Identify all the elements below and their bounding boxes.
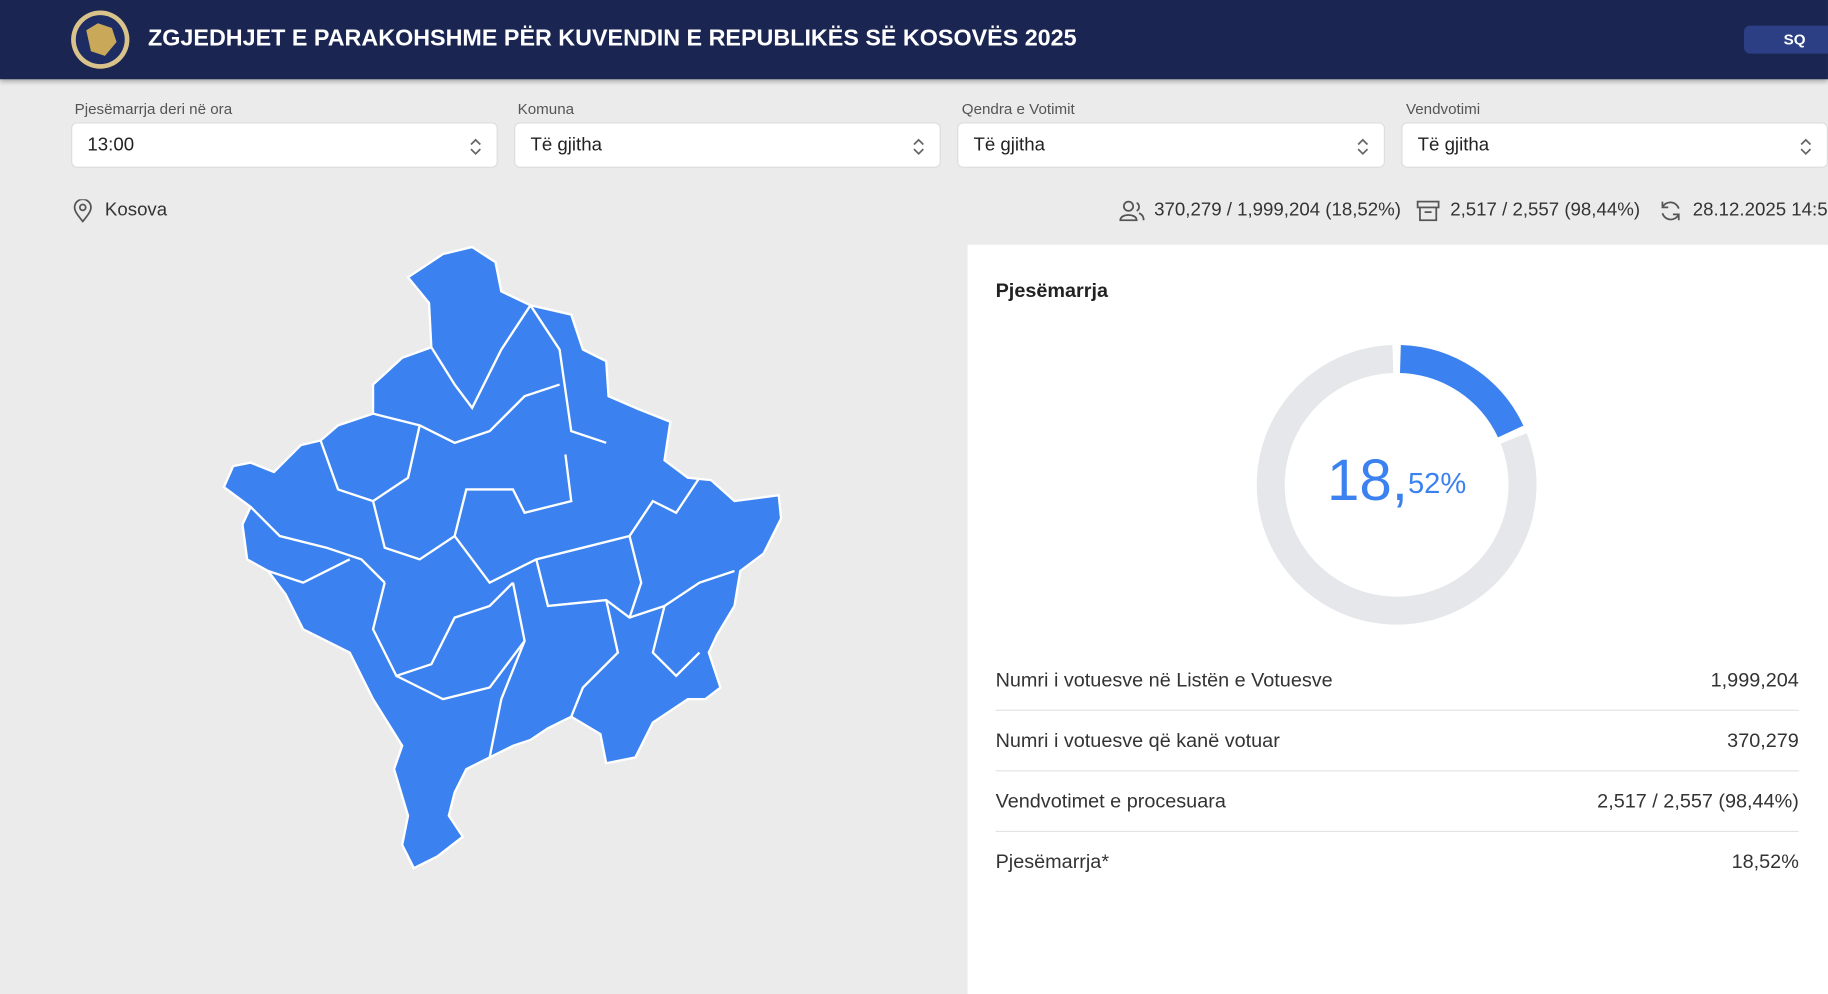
logo (71, 10, 130, 69)
stat-row: Numri i votuesve që kanë votuar 370,279 (996, 729, 1799, 752)
separator (995, 770, 1799, 772)
filter-label: Vendvotimi (1405, 100, 1481, 118)
stations-stat: 2,517 / 2,557 (98,44%) (1450, 200, 1641, 221)
people-icon (1119, 200, 1145, 222)
map-region (222, 245, 783, 870)
chevrons (470, 138, 481, 156)
location: Kosova (104, 200, 168, 221)
panel: Pjesëmarrja 18,52% Numri i votuesve në L… (967, 244, 1828, 994)
map-borders (249, 304, 735, 758)
filter-select[interactable]: Të gjitha (514, 122, 941, 168)
row-value: 18,52% (1731, 850, 1799, 873)
voters-stat: 370,279 / 1,999,204 (18,52%) (1154, 200, 1401, 221)
filter-label: Qendra e Votimit (961, 100, 1075, 118)
panel-title: Pjesëmarrja (995, 279, 1108, 302)
filter-value[interactable]: Të gjitha (530, 135, 602, 155)
row-label: Numri i votuesve në Listën e Votuesve (995, 668, 1333, 692)
box-icon (1416, 200, 1440, 222)
separator (995, 830, 1799, 833)
donut: 18,52% (1256, 344, 1537, 625)
donut-track (1256, 344, 1537, 625)
donut-integer: 18, (1327, 448, 1408, 513)
chevrons (1357, 138, 1369, 156)
chevrons (913, 138, 924, 156)
refresh-icon (1661, 201, 1680, 221)
donut-fraction: 52% (1408, 467, 1466, 499)
donut-label: 18,52% (1327, 448, 1466, 513)
language-label[interactable]: SQ (1783, 30, 1806, 48)
row-label: Vendvotimet e procesuara (995, 790, 1226, 813)
row-label: Numri i votuesve që kanë votuar (995, 729, 1280, 752)
row-value: 2,517 / 2,557 (98,44%) (1597, 790, 1799, 813)
donut-arc (1399, 344, 1524, 438)
filter-value[interactable]: 13:00 (87, 135, 135, 155)
stat-row: Pjesëmarrja* 18,52% (996, 851, 1799, 874)
row-value: 1,999,204 (1710, 668, 1799, 692)
filter-label: Pjesëmarrja deri në ora (74, 100, 233, 118)
filter-value[interactable]: Të gjitha (1417, 135, 1490, 155)
chevrons (1800, 138, 1812, 156)
header: ZGJEDHJET E PARAKOHSHME PËR KUVENDIN E R… (0, 0, 1828, 80)
row-value: 370,279 (1727, 729, 1799, 752)
separator (995, 709, 1799, 711)
map (222, 245, 783, 870)
row-label: Pjesëmarrja* (995, 850, 1110, 873)
filter-value[interactable]: Të gjitha (973, 135, 1045, 155)
header-title: ZGJEDHJET E PARAKOHSHME PËR KUVENDIN E R… (148, 25, 1077, 52)
filter-select[interactable]: 13:00 (71, 122, 498, 168)
language-button[interactable]: SQ (1744, 25, 1828, 54)
updated-stat: 28.12.2025 14:54 (1692, 200, 1828, 221)
filter-select[interactable]: Të gjitha (1401, 122, 1828, 168)
filter-label: Komuna (517, 100, 575, 118)
filter-select[interactable]: Të gjitha (957, 122, 1385, 168)
stat-row: Numri i votuesve në Listën e Votuesve 1,9… (996, 669, 1799, 692)
pin-icon (73, 199, 92, 223)
stat-row: Vendvotimet e procesuara 2,517 / 2,557 (9… (996, 790, 1799, 813)
